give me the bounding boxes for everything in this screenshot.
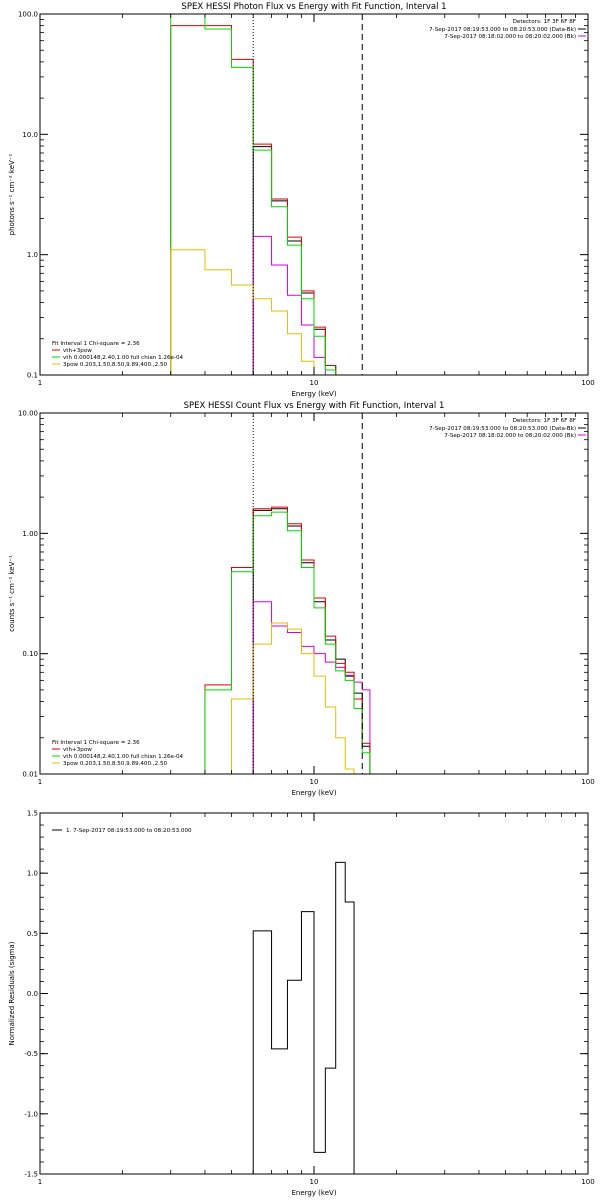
x-tick-label: 10 [310, 1178, 319, 1186]
legend-detectors-header: Detectors: 1F 3F 6F 8F [513, 19, 576, 25]
x-axis: 1 10 100 [38, 413, 595, 786]
legend-fit-header: Fit Interval 1 Chi-square = 2.36 [52, 341, 140, 347]
x-axis: 1 10 100 [38, 813, 595, 1186]
series-1-line [252, 508, 371, 774]
y-tick-label: 1.00 [22, 530, 38, 538]
x-tick-label: 100 [581, 778, 594, 786]
x-tick-label: 10 [310, 379, 319, 387]
series-5-line [170, 249, 315, 375]
plot-area [204, 506, 371, 774]
x-tick-label: 100 [581, 379, 594, 387]
legend-detectors: Detectors: 1F 3F 6F 8F 7-Sep-2017 08:19:5… [429, 19, 586, 40]
y-tick-label: -0.5 [24, 1050, 38, 1058]
series-4-line [170, 14, 337, 375]
y-tick-label: 10.0 [22, 131, 38, 139]
y-tick-label: 0.1 [27, 372, 38, 380]
chart-title: SPEX HESSI Count Flux vs Energy with Fit… [184, 401, 445, 411]
legend-entry-text: vth+3pow [63, 747, 92, 753]
series-4-line [204, 511, 371, 774]
legend-fit: Fit Interval 1 Chi-square = 2.36vth+3pow… [52, 341, 184, 368]
series-5-line [231, 622, 355, 774]
legend-entry-text: vth 0.000148,2.40,1.00 full chian 1.26e-… [63, 754, 184, 760]
legend-entry-text: 7-Sep-2017 08:18:02.000 to 08:20:02.000 … [444, 433, 576, 439]
series-1-line [252, 861, 355, 1174]
series-3-line [170, 25, 337, 375]
legend-entry-text: vth+3pow [63, 348, 92, 354]
x-tick-label: 1 [38, 778, 42, 786]
plot-area [170, 14, 337, 375]
y-axis-label: Normalized Residuals (sigma) [8, 941, 16, 1045]
y-tick-label: 1.0 [27, 870, 38, 878]
legend-entry-text: 1. 7-Sep-2017 08:19:53.000 to 08:20:53.0… [66, 828, 192, 834]
legend-entry-text: 7-Sep-2017 08:19:53.000 to 08:20:53.000 … [429, 27, 576, 33]
y-tick-label: 1.5 [27, 810, 38, 818]
chart-2: SPEX HESSI Count Flux vs Energy with Fit… [8, 401, 595, 797]
chart-title: SPEX HESSI Photon Flux vs Energy with Fi… [181, 2, 446, 12]
legend-entry-text: 7-Sep-2017 08:19:53.000 to 08:20:53.000 … [429, 426, 576, 432]
y-tick-label: 1.0 [27, 251, 38, 259]
x-tick-label: 1 [38, 379, 42, 387]
legend-entry-text: vth 0.000148,2.40,1.00 full chian 1.26e-… [63, 355, 184, 361]
legend-fit: Fit Interval 1 Chi-square = 2.36vth+3pow… [52, 740, 184, 767]
legend-entry-text: 7-Sep-2017 08:18:02.000 to 08:20:02.000 … [444, 34, 576, 40]
legend-entry-text: 3pow 0.203,1.50,8.50,9.89,400.,2.50 [63, 761, 168, 767]
x-tick-label: 100 [581, 1178, 594, 1186]
x-tick-label: 10 [310, 778, 319, 786]
y-tick-label: 10.00 [18, 410, 38, 418]
y-axis-label: photons s⁻¹ cm⁻² keV⁻¹ [8, 153, 16, 235]
y-tick-label: -1.0 [24, 1110, 38, 1118]
plot-area [252, 861, 355, 1174]
y-axis: 0.01 0.10 1.00 10.00 [18, 410, 588, 779]
chart-1: SPEX HESSI Photon Flux vs Energy with Fi… [8, 2, 595, 398]
series-2-line [252, 601, 371, 774]
y-axis: -1.5 -1.0 -0.5 0.0 0.5 1.0 1.5 [24, 810, 588, 1179]
series-1-line [252, 146, 337, 375]
y-tick-label: 0.5 [27, 930, 38, 938]
legend-detectors: Detectors: 1F 3F 6F 8F 7-Sep-2017 08:19:5… [429, 418, 586, 439]
y-tick-label: 0.10 [22, 650, 38, 658]
x-axis-label: Energy (keV) [291, 390, 336, 398]
x-tick-label: 1 [38, 1178, 42, 1186]
x-axis-label: Energy (keV) [291, 789, 336, 797]
y-tick-label: 0.01 [22, 771, 38, 779]
y-axis: 0.1 1.0 10.0 100.0 [18, 11, 588, 380]
y-axis-label: counts s⁻¹ cm⁻² keV⁻¹ [8, 555, 16, 632]
legend-entry-text: 3pow 0.203,1.50,8.50,9.89,400.,2.50 [63, 362, 168, 368]
legend-fit-header: Fit Interval 1 Chi-square = 2.36 [52, 740, 140, 746]
y-tick-label: 100.0 [18, 11, 38, 19]
x-axis-label: Energy (keV) [291, 1189, 336, 1197]
legend-detectors-header: Detectors: 1F 3F 6F 8F [513, 418, 576, 424]
legend-residual: 1. 7-Sep-2017 08:19:53.000 to 08:20:53.0… [52, 828, 192, 834]
y-tick-label: -1.5 [24, 1171, 38, 1179]
x-axis: 1 10 100 [38, 14, 595, 387]
y-tick-label: 0.0 [27, 990, 38, 998]
